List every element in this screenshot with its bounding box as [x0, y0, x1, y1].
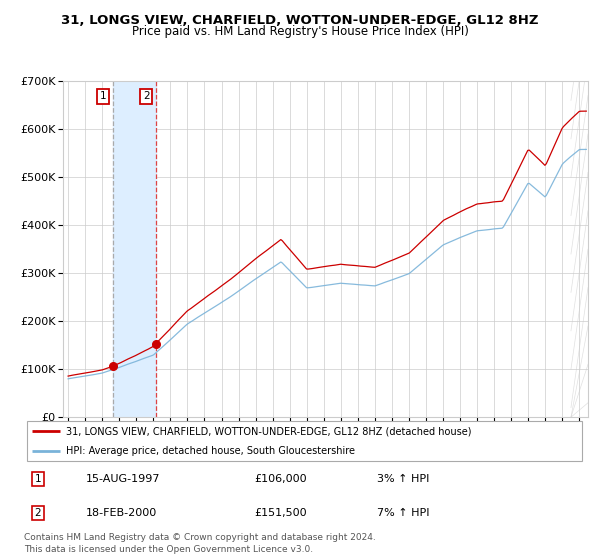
Text: 7% ↑ HPI: 7% ↑ HPI [377, 508, 430, 518]
Text: 2: 2 [35, 508, 41, 518]
Text: 2: 2 [143, 91, 149, 101]
Text: 3% ↑ HPI: 3% ↑ HPI [377, 474, 430, 484]
Text: 15-AUG-1997: 15-AUG-1997 [86, 474, 160, 484]
Text: 18-FEB-2000: 18-FEB-2000 [86, 508, 157, 518]
Text: Price paid vs. HM Land Registry's House Price Index (HPI): Price paid vs. HM Land Registry's House … [131, 25, 469, 38]
FancyBboxPatch shape [27, 421, 582, 461]
Text: HPI: Average price, detached house, South Gloucestershire: HPI: Average price, detached house, Sout… [66, 446, 355, 456]
Text: 1: 1 [35, 474, 41, 484]
Text: Contains HM Land Registry data © Crown copyright and database right 2024.
This d: Contains HM Land Registry data © Crown c… [24, 533, 376, 554]
Text: £151,500: £151,500 [254, 508, 307, 518]
Text: £106,000: £106,000 [254, 474, 307, 484]
Text: 31, LONGS VIEW, CHARFIELD, WOTTON-UNDER-EDGE, GL12 8HZ (detached house): 31, LONGS VIEW, CHARFIELD, WOTTON-UNDER-… [66, 426, 472, 436]
Text: 31, LONGS VIEW, CHARFIELD, WOTTON-UNDER-EDGE, GL12 8HZ: 31, LONGS VIEW, CHARFIELD, WOTTON-UNDER-… [61, 14, 539, 27]
Bar [113, 81, 155, 417]
Text: 1: 1 [100, 91, 107, 101]
